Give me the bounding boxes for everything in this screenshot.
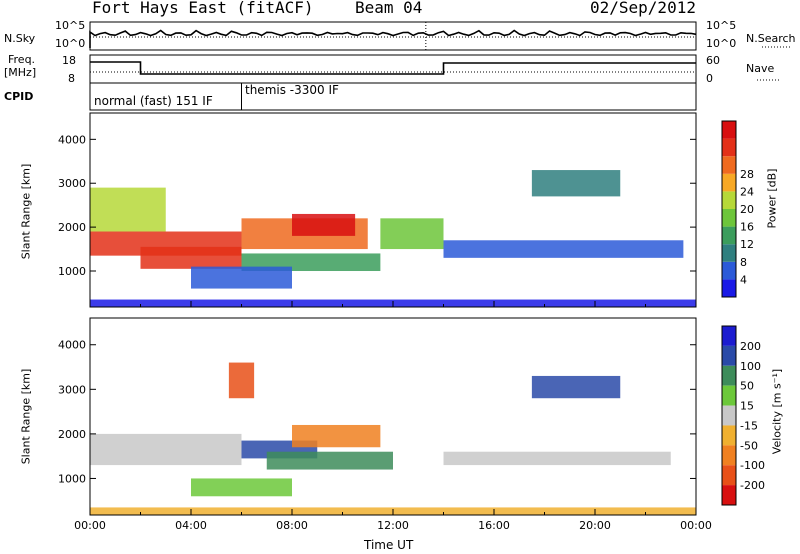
velocity-colorbar-swatch (722, 365, 736, 386)
power-colorbar-tick: 28 (740, 168, 754, 181)
velocity-colorbar-swatch (722, 465, 736, 486)
power-colorbar-swatch (722, 173, 736, 192)
freq-unit-label: [MHz] (4, 66, 37, 79)
power-colorbar-swatch (722, 156, 736, 174)
cpid-panel-frame (89, 82, 697, 111)
power-region (140, 246, 242, 269)
power-colorbar-tick: 4 (740, 273, 747, 286)
velocity-colorbar-swatch (722, 445, 736, 466)
power-frame (89, 112, 697, 308)
noise-sky-label: N.Sky (4, 32, 36, 45)
velocity-colorbar-frame (721, 325, 737, 506)
velocity-frame (89, 317, 697, 516)
power-region (292, 213, 356, 236)
power-colorbar-tick: 20 (740, 203, 754, 216)
freq-left-tick-low: 8 (68, 72, 75, 85)
velocity-colorbar-swatch (722, 345, 736, 366)
velocity-region (191, 478, 292, 497)
velocity-colorbar-swatch (722, 405, 736, 426)
xtick-label: 16:00 (478, 519, 510, 532)
power-region (443, 240, 684, 258)
power-colorbar-frame (721, 120, 737, 298)
velocity-region (228, 362, 255, 399)
velocity-ytick-label: 2000 (58, 428, 86, 441)
velocity-ytick-label: 1000 (58, 472, 86, 485)
power-colorbar-swatch (722, 244, 736, 262)
power-colorbar-swatch (722, 279, 736, 297)
power-region (191, 266, 292, 289)
velocity-region (443, 451, 671, 466)
power-colorbar-swatch (722, 261, 736, 280)
nave-label: Nave (746, 62, 775, 75)
xtick-label: 12:00 (377, 519, 409, 532)
velocity-region (292, 424, 381, 448)
station-title: Fort Hays East (fitACF) (92, 0, 314, 17)
xtick-label: 00:00 (680, 519, 712, 532)
power-colorbar-swatch (722, 209, 736, 227)
beam-label: Beam 04 (355, 0, 423, 17)
cpid-segment-1: normal (fast) 151 IF (94, 94, 213, 108)
power-colorbar-swatch (722, 121, 736, 139)
power-region (90, 187, 166, 232)
freq-left-tick-high: 18 (62, 54, 76, 67)
power-ytick-label: 1000 (58, 265, 86, 278)
power-colorbar-tick: 24 (740, 185, 754, 198)
power-colorbar-tick: 12 (740, 238, 754, 251)
velocity-region (90, 433, 242, 466)
xtick-label: 04:00 (175, 519, 207, 532)
velocity-colorbar-tick: 100 (740, 360, 761, 373)
cpid-label: CPID (4, 90, 34, 103)
power-ytick-label: 4000 (58, 133, 86, 146)
velocity-colorbar-tick: 50 (740, 380, 754, 393)
velocity-region (531, 375, 621, 399)
power-region (380, 218, 444, 250)
velocity-colorbar-tick: 200 (740, 340, 761, 353)
power-ytick-label: 3000 (58, 177, 86, 190)
power-colorbar-tick: 8 (740, 256, 747, 269)
date-label: 02/Sep/2012 (590, 0, 696, 17)
power-colorbar-swatch (722, 191, 736, 209)
power-colorbar-tick: 16 (740, 221, 754, 234)
velocity-region (266, 451, 393, 470)
cpid-segment-2: themis -3300 IF (245, 83, 339, 97)
velocity-colorbar-tick: -50 (740, 439, 758, 452)
noise-left-tick-high: 10^5 (55, 19, 86, 32)
nave-right-tick-high: 60 (706, 54, 720, 67)
power-colorbar-swatch (722, 138, 736, 157)
noise-search-label: N.Search (746, 32, 796, 45)
velocity-colorbar-tick: -200 (740, 479, 765, 492)
freq-label: Freq. (8, 53, 36, 66)
power-region (531, 170, 621, 197)
velocity-colorbar-tick: -100 (740, 459, 765, 472)
freq-trace (90, 61, 696, 75)
power-ytick-label: 2000 (58, 221, 86, 234)
xtick-label: 00:00 (74, 519, 106, 532)
power-colorbar-swatch (722, 226, 736, 245)
velocity-colorbar-tick: 15 (740, 400, 754, 413)
nave-right-tick-low: 0 (706, 72, 713, 85)
noise-left-tick-low: 10^0 (55, 37, 86, 50)
noise-right-tick-high: 10^5 (706, 19, 737, 32)
velocity-colorbar-tick: -15 (740, 419, 758, 432)
velocity-ytick-label: 3000 (58, 383, 86, 396)
freq-panel-frame (89, 54, 697, 84)
velocity-ytick-label: 4000 (58, 339, 86, 352)
noise-right-tick-low: 10^0 (706, 37, 737, 50)
noise-sky-trace (89, 29, 697, 48)
xtick-label: 08:00 (276, 519, 308, 532)
xlabel: Time UT (364, 538, 414, 552)
velocity-colorbar-swatch (722, 485, 736, 505)
xtick-label: 20:00 (579, 519, 611, 532)
velocity-colorbar-swatch (722, 326, 736, 346)
velocity-colorbar-swatch (722, 385, 736, 406)
velocity-colorbar-swatch (722, 425, 736, 446)
